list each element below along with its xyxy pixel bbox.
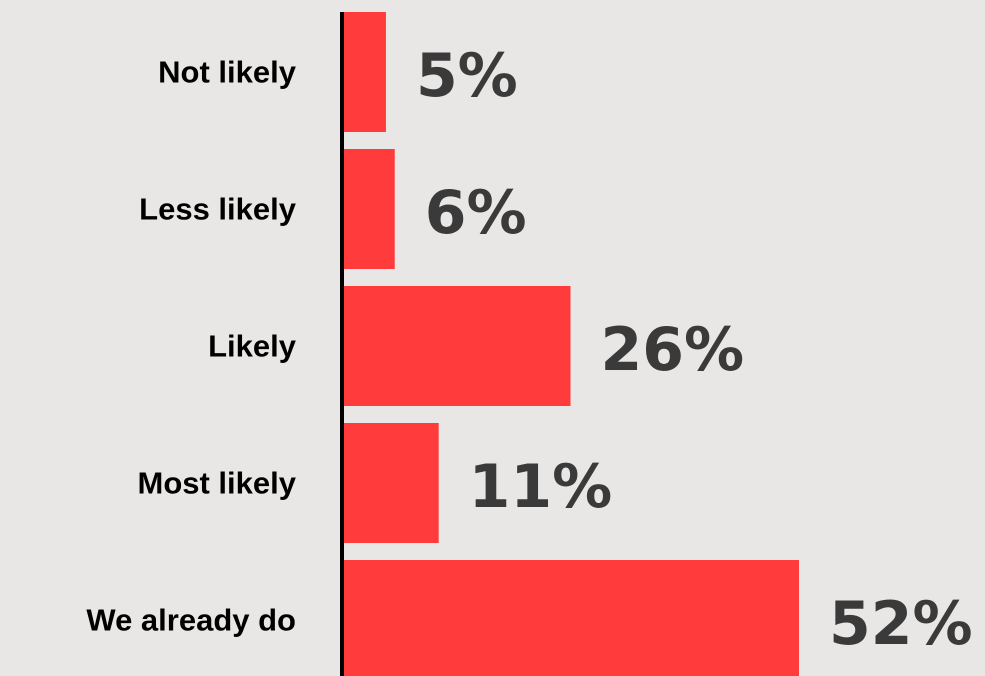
category-label-likely: Likely [208,329,297,364]
value-label-we-already-do: 52% [829,589,973,659]
bar-less-likely [342,149,395,269]
category-label-we-already-do: We already do [86,603,296,638]
value-label-most-likely: 11% [469,452,613,522]
value-label-less-likely: 6% [425,178,527,248]
labels-group: Not likely 5% Less likely 6% Likely 26% Most l… [86,41,972,659]
category-label-not-likely: Not likely [158,55,297,90]
value-label-not-likely: 5% [416,41,518,111]
bar-we-already-do [342,560,799,676]
bar-not-likely [342,12,386,132]
bar-likely [342,286,571,406]
bar-most-likely [342,423,439,543]
value-label-likely: 26% [601,315,745,385]
bars-group [342,12,799,676]
category-label-most-likely: Most likely [138,466,297,501]
category-label-less-likely: Less likely [139,192,297,227]
